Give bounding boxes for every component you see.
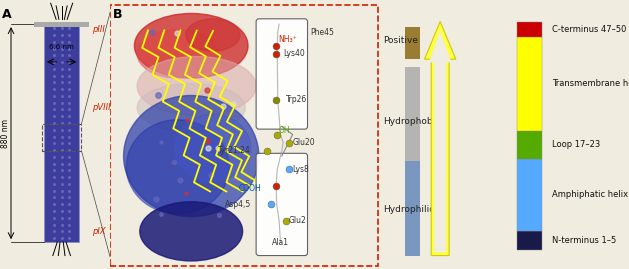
Text: Glu2: Glu2 [289,216,306,225]
Text: Hydrophobic: Hydrophobic [383,116,440,126]
Bar [517,22,542,37]
Ellipse shape [175,114,251,182]
Text: pVIII: pVIII [92,103,111,112]
Text: Lys8: Lys8 [292,165,309,174]
FancyBboxPatch shape [256,153,308,256]
Ellipse shape [186,19,240,51]
Text: Hydrophilic: Hydrophilic [383,205,434,214]
Ellipse shape [126,120,229,214]
Text: A: A [3,8,12,21]
Ellipse shape [137,30,218,78]
Text: pIX: pIX [92,227,106,236]
Text: Ala1: Ala1 [272,238,289,247]
Text: pIII: pIII [92,25,105,34]
Bar [42,124,82,151]
Bar [406,67,420,161]
Text: COOH: COOH [239,184,262,193]
Text: N-terminus 1–5: N-terminus 1–5 [552,236,616,245]
Ellipse shape [123,95,259,217]
Text: 6.6 nm: 6.6 nm [49,44,74,50]
Text: Tyr21,24: Tyr21,24 [218,146,251,155]
Text: Lys40: Lys40 [283,49,305,58]
Text: 880 nm: 880 nm [1,119,10,148]
Polygon shape [425,22,456,256]
Ellipse shape [140,202,243,261]
Bar [517,231,542,250]
Bar [406,161,420,256]
Text: Amphiphatic helix 6–16: Amphiphatic helix 6–16 [552,190,629,199]
Text: Positive: Positive [383,36,418,45]
Text: Transmembrane helix 24–46: Transmembrane helix 24–46 [552,79,629,89]
Ellipse shape [137,56,256,116]
Text: Asp4,5: Asp4,5 [225,200,251,209]
Text: Phe45: Phe45 [310,28,334,37]
Text: Loop 17–23: Loop 17–23 [552,140,600,150]
Text: Trp26: Trp26 [286,95,307,104]
Text: OH: OH [279,126,291,135]
Text: NH₃⁺: NH₃⁺ [278,34,296,44]
Bar [44,24,79,242]
Bar [517,37,542,131]
Polygon shape [429,31,452,252]
Bar [406,27,420,59]
Bar [34,22,89,27]
Text: C-terminus 47–50: C-terminus 47–50 [552,25,626,34]
Bar [517,131,542,159]
Ellipse shape [137,83,245,132]
Text: Glu20: Glu20 [292,138,315,147]
Bar [517,159,542,231]
FancyBboxPatch shape [256,19,308,129]
Ellipse shape [135,13,248,78]
Text: B: B [113,8,122,21]
